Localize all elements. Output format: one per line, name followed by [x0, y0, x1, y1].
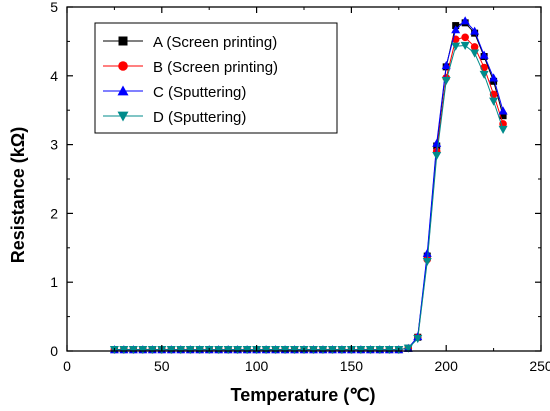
y-tick-label: 3 — [50, 137, 58, 153]
x-tick-label: 50 — [154, 358, 170, 374]
series-d-point — [365, 346, 375, 355]
series-c-point — [432, 138, 442, 147]
y-axis-title: Resistance (kΩ) — [8, 127, 28, 264]
series-d-point — [441, 77, 451, 86]
series-d-point — [470, 49, 480, 58]
legend-label: D (Sputtering) — [153, 109, 246, 126]
legend: A (Screen printing) B (Screen printing) C … — [94, 22, 338, 134]
series-d-point — [413, 335, 423, 344]
series-d-point — [176, 346, 186, 355]
legend-label: B (Screen printing) — [153, 59, 278, 76]
legend-item: C (Sputtering) — [103, 84, 246, 101]
legend-swatch-marker — [118, 61, 128, 71]
legend-item: D (Sputtering) — [103, 109, 246, 126]
series-d — [109, 41, 508, 355]
series-d-point — [166, 346, 176, 355]
y-tick-label: 5 — [50, 0, 58, 15]
legend-item: B (Screen printing) — [103, 59, 278, 76]
series-d-point — [384, 346, 394, 355]
series-d-point — [498, 125, 508, 134]
series-c-point — [451, 25, 461, 34]
series-d-point — [214, 346, 224, 355]
series-d-point — [489, 97, 499, 106]
series-d-point — [451, 42, 461, 51]
series-d-point — [128, 346, 138, 355]
series-d-point — [432, 152, 442, 161]
series-d-point — [318, 346, 328, 355]
series-d-point — [223, 346, 233, 355]
series-d-point — [261, 346, 271, 355]
legend-swatch-marker — [118, 36, 128, 46]
series-d-point — [308, 346, 318, 355]
series-d-point — [375, 346, 385, 355]
series-d-point — [185, 346, 195, 355]
series-c-point — [460, 16, 470, 25]
series-b-point — [461, 33, 469, 42]
x-axis-title: Temperature (℃) — [231, 385, 376, 405]
x-tick-label: 0 — [63, 358, 71, 374]
axes: 0 50 100 150 200 250 0 1 2 3 4 5 — [50, 0, 550, 374]
series-c-point — [479, 50, 489, 59]
series-c-point — [489, 73, 499, 82]
legend-label: A (Screen printing) — [153, 34, 277, 51]
series-b-point — [470, 43, 479, 51]
series-d-point — [460, 41, 470, 51]
x-tick-label: 250 — [529, 358, 550, 374]
series-d-point — [280, 346, 290, 355]
series-d-point — [356, 346, 366, 355]
series-d-point — [242, 346, 252, 355]
series-b-point — [499, 120, 507, 128]
series-d-point — [290, 346, 300, 355]
y-tick-label: 4 — [50, 68, 58, 84]
y-tick-label: 2 — [50, 205, 58, 221]
legend-label: C (Sputtering) — [153, 84, 246, 101]
series-c-point — [470, 26, 480, 35]
legend-swatch-marker — [117, 85, 129, 96]
series-a-point — [499, 112, 507, 120]
series-c-point — [441, 60, 451, 70]
series-d-point — [119, 346, 129, 355]
series-c-point — [498, 106, 508, 115]
x-tick-label: 200 — [435, 358, 459, 374]
series-d-point — [271, 346, 281, 355]
series-d-point — [138, 346, 148, 355]
series-d-point — [403, 344, 413, 353]
series-d-point — [233, 346, 243, 355]
legend-item: A (Screen printing) — [103, 34, 277, 51]
series-d-point — [147, 346, 157, 355]
series-c-point — [422, 248, 432, 257]
series-d-point — [422, 257, 432, 267]
series-d-point — [479, 70, 489, 79]
y-tick-label: 0 — [50, 343, 58, 359]
legend-swatch-marker — [117, 111, 129, 122]
series-d-point — [337, 346, 347, 355]
x-tick-label: 150 — [340, 358, 364, 374]
series-d-point — [327, 346, 337, 355]
y-tick-label: 1 — [50, 274, 58, 290]
series-d-point — [195, 346, 205, 355]
x-tick-label: 100 — [245, 358, 269, 374]
